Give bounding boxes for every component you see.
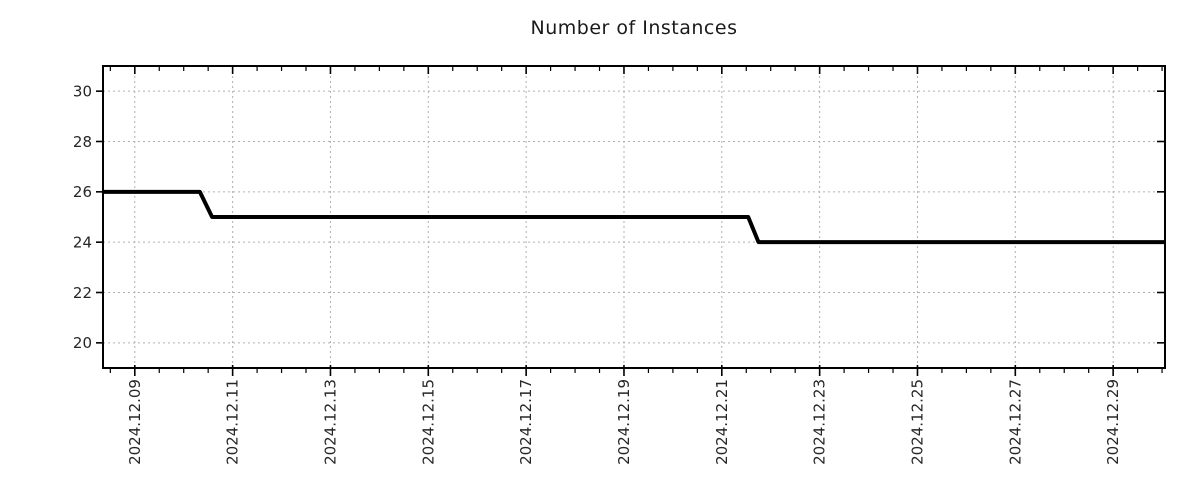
x-tick-labels: 2024.12.09 2024.12.11 2024.12.13 2024.12.15… — [126, 379, 1122, 465]
svg-text:2024.12.17: 2024.12.17 — [517, 379, 535, 465]
svg-text:2024.12.15: 2024.12.15 — [419, 379, 437, 465]
svg-text:2024.12.19: 2024.12.19 — [615, 379, 633, 465]
svg-text:2024.12.11: 2024.12.11 — [224, 379, 242, 465]
chart-title: Number of Instances — [530, 17, 738, 39]
plot-frame — [102, 65, 1166, 369]
svg-text:22: 22 — [73, 284, 92, 302]
svg-text:2024.12.21: 2024.12.21 — [713, 379, 731, 465]
svg-text:26: 26 — [73, 183, 92, 201]
axis-ticks — [96, 66, 1165, 376]
svg-text:2024.12.25: 2024.12.25 — [908, 379, 926, 465]
svg-text:28: 28 — [73, 133, 92, 151]
svg-text:2024.12.09: 2024.12.09 — [126, 379, 144, 465]
y-tick-labels: 20 22 24 26 28 30 — [73, 82, 92, 352]
svg-text:2024.12.23: 2024.12.23 — [811, 379, 829, 465]
svg-text:30: 30 — [73, 82, 92, 100]
svg-text:20: 20 — [73, 334, 92, 352]
svg-text:2024.12.13: 2024.12.13 — [321, 379, 339, 465]
svg-text:2024.12.29: 2024.12.29 — [1104, 379, 1122, 465]
svg-text:2024.12.27: 2024.12.27 — [1006, 379, 1024, 465]
series-line — [103, 189, 1165, 245]
svg-text:24: 24 — [73, 233, 92, 251]
